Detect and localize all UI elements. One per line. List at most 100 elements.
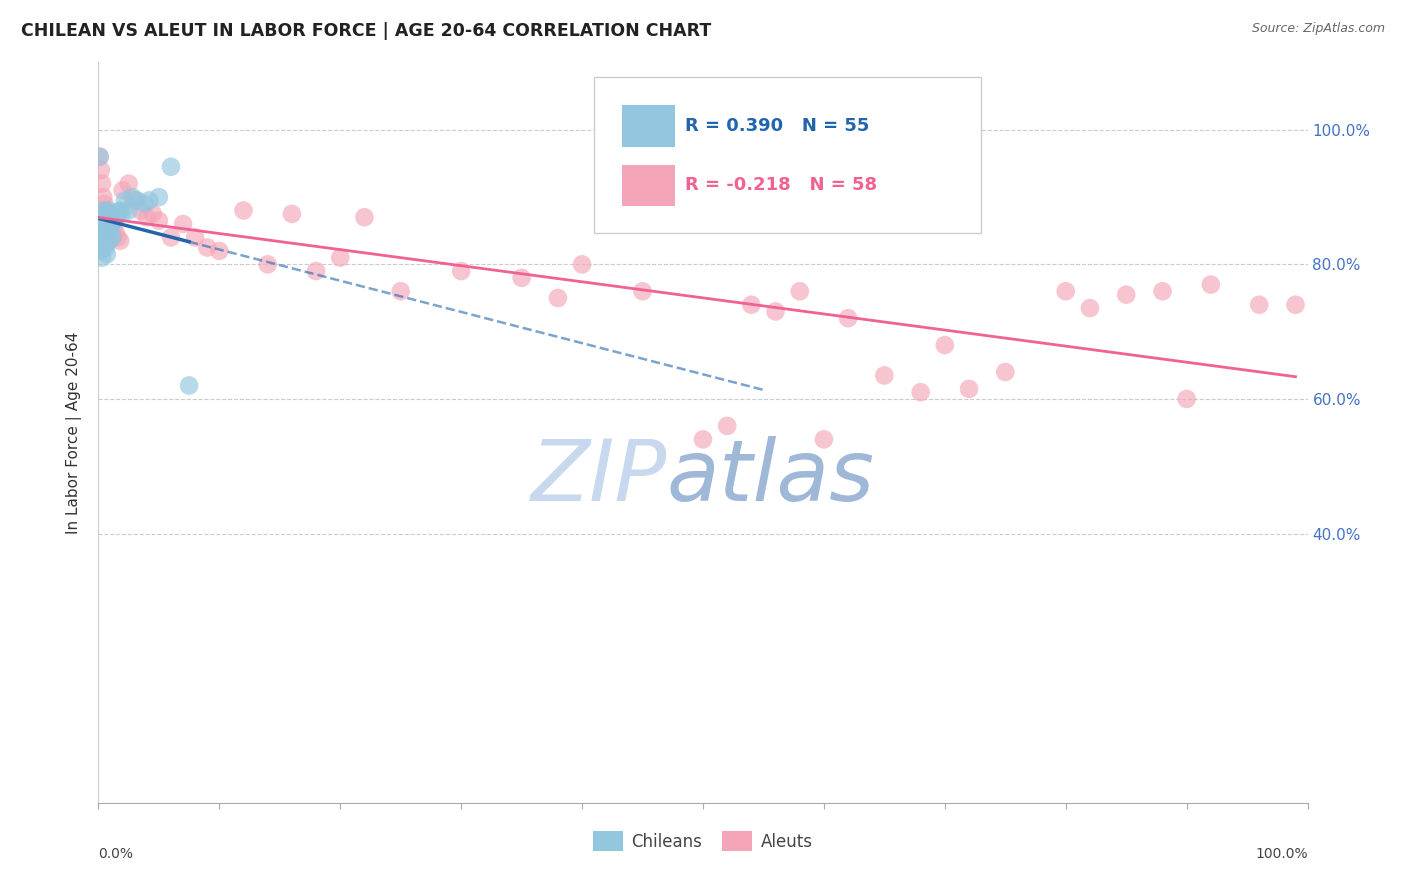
Point bbox=[160, 230, 183, 244]
Point bbox=[148, 190, 170, 204]
Point bbox=[100, 219, 122, 233]
Point bbox=[96, 247, 118, 261]
Text: 100.0%: 100.0% bbox=[1256, 847, 1308, 861]
Point bbox=[142, 207, 165, 221]
Point bbox=[994, 365, 1017, 379]
Point bbox=[91, 203, 114, 218]
Point bbox=[692, 433, 714, 447]
Point bbox=[91, 211, 114, 225]
Point bbox=[353, 211, 375, 225]
Point bbox=[121, 190, 143, 204]
Point bbox=[740, 298, 762, 312]
Point bbox=[127, 194, 149, 208]
Point bbox=[103, 213, 125, 227]
Point bbox=[98, 213, 121, 227]
Point bbox=[1054, 285, 1077, 299]
Point bbox=[98, 234, 121, 248]
Text: atlas: atlas bbox=[666, 435, 875, 518]
Text: 0.0%: 0.0% bbox=[98, 847, 134, 861]
Point bbox=[89, 211, 111, 225]
Point bbox=[91, 177, 114, 191]
Point bbox=[91, 207, 114, 221]
Point bbox=[1249, 298, 1271, 312]
Text: R = -0.218   N = 58: R = -0.218 N = 58 bbox=[685, 177, 877, 194]
Point bbox=[305, 264, 328, 278]
Point bbox=[837, 311, 859, 326]
Point bbox=[129, 203, 152, 218]
Point bbox=[89, 150, 111, 164]
Text: CHILEAN VS ALEUT IN LABOR FORCE | AGE 20-64 CORRELATION CHART: CHILEAN VS ALEUT IN LABOR FORCE | AGE 20… bbox=[21, 22, 711, 40]
Point bbox=[97, 211, 120, 225]
Point bbox=[93, 217, 115, 231]
Point bbox=[101, 220, 124, 235]
Point bbox=[100, 217, 122, 231]
Point bbox=[90, 163, 112, 178]
Text: R = 0.390   N = 55: R = 0.390 N = 55 bbox=[685, 117, 869, 135]
Point bbox=[101, 207, 124, 221]
Point bbox=[91, 216, 114, 230]
Point bbox=[1078, 301, 1101, 315]
Point bbox=[1175, 392, 1198, 406]
Point bbox=[94, 203, 117, 218]
Point bbox=[934, 338, 956, 352]
Point bbox=[256, 257, 278, 271]
Point bbox=[114, 194, 136, 208]
Point bbox=[232, 203, 254, 218]
Point bbox=[100, 211, 122, 225]
FancyBboxPatch shape bbox=[621, 105, 675, 147]
Point bbox=[104, 225, 127, 239]
Point bbox=[89, 213, 111, 227]
Point bbox=[101, 230, 124, 244]
Point bbox=[765, 304, 787, 318]
Point bbox=[281, 207, 304, 221]
Point bbox=[118, 203, 141, 218]
Point bbox=[91, 190, 114, 204]
Point bbox=[172, 217, 194, 231]
Point bbox=[93, 229, 115, 244]
Text: Source: ZipAtlas.com: Source: ZipAtlas.com bbox=[1251, 22, 1385, 36]
Y-axis label: In Labor Force | Age 20-64: In Labor Force | Age 20-64 bbox=[66, 332, 83, 533]
Point bbox=[571, 257, 593, 271]
Point bbox=[547, 291, 569, 305]
Point bbox=[195, 241, 218, 255]
Text: ZIP: ZIP bbox=[530, 435, 666, 518]
Point bbox=[1284, 298, 1306, 312]
Point bbox=[91, 230, 114, 244]
Point bbox=[107, 205, 129, 219]
Point bbox=[94, 241, 117, 255]
Point bbox=[97, 203, 120, 218]
Point bbox=[510, 270, 533, 285]
Point bbox=[91, 211, 114, 226]
Point bbox=[631, 285, 654, 299]
Point bbox=[89, 150, 111, 164]
Point bbox=[104, 211, 127, 225]
Point bbox=[107, 230, 129, 244]
Point bbox=[91, 251, 114, 265]
Point bbox=[134, 196, 156, 211]
Point bbox=[124, 194, 146, 208]
Point bbox=[105, 209, 128, 223]
Point bbox=[97, 227, 120, 241]
Point bbox=[789, 285, 811, 299]
Point bbox=[873, 368, 896, 383]
Point bbox=[96, 205, 118, 219]
Point bbox=[98, 217, 121, 231]
Point bbox=[90, 217, 112, 231]
Point bbox=[97, 211, 120, 225]
FancyBboxPatch shape bbox=[621, 165, 675, 206]
Point bbox=[90, 244, 112, 258]
Point bbox=[450, 264, 472, 278]
Point bbox=[184, 230, 207, 244]
Point bbox=[111, 183, 134, 197]
Point bbox=[93, 237, 115, 252]
Point bbox=[1199, 277, 1222, 292]
Point bbox=[716, 418, 738, 433]
Point bbox=[96, 220, 118, 235]
Point bbox=[93, 196, 115, 211]
Point bbox=[208, 244, 231, 258]
Point bbox=[957, 382, 980, 396]
Point bbox=[96, 213, 118, 227]
Point bbox=[93, 207, 115, 221]
Point bbox=[329, 251, 352, 265]
Point bbox=[1115, 287, 1137, 301]
